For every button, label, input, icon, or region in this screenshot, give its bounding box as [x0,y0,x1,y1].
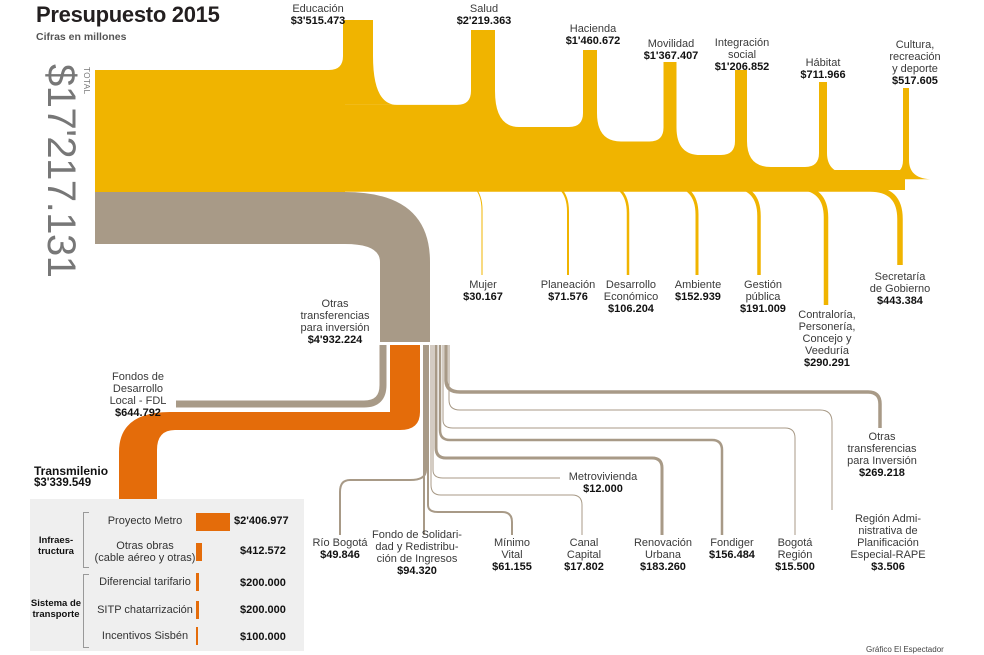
label-contraloria: Contraloría, Personería, Concejo y Veedu… [798,309,856,369]
flow-salud [345,30,519,127]
group-sistema-transporte: Sistema de transporte [30,598,82,620]
yellow-flows [95,20,933,305]
label-habitat: Hábitat $711.966 [800,57,846,81]
trunk-taupe [95,192,345,244]
group-infraestructura: Infraes- tructura [38,535,74,557]
label-rio-bogota: Río Bogotá $49.846 [312,537,368,561]
bar-incentivos [196,627,198,645]
flow-fdl [176,345,387,408]
flow-hacienda [345,50,621,142]
label-bogota-region: Bogotá Región $15.500 [775,537,815,573]
flow-renovacion [434,345,664,535]
label-metrovivienda: Metrovivienda $12.000 [568,471,638,495]
label-integracion: Integración social $1'206.852 [714,37,770,73]
bar-proyecto-metro [196,513,230,531]
orange-flows [119,345,420,499]
label-fdl: Fondos de Desarrollo Local - FDL $644.792 [109,371,167,419]
row-label-proyecto-metro: Proyecto Metro [107,515,183,527]
page-subtitle: Cifras en millones [36,31,127,43]
label-cultura: Cultura, recreación y deporte $517.605 [889,39,941,87]
trunk-yellow-extension [345,170,905,190]
row-value-sitp: $200.000 [240,604,286,616]
label-fondiger: Fondiger $156.484 [709,537,755,561]
row-label-otras-obras: Otras obras (cable aéreo y otras) [94,540,196,564]
label-otras-inversion: Otras transferencias para inversión $4'93… [300,298,370,346]
flow-movilidad [345,62,701,156]
flow-metrovivienda [432,345,560,479]
label-gobierno: Secretaría de Gobierno $443.384 [869,271,931,307]
bar-otras-obras [196,543,202,561]
flow-fondiger [438,345,724,535]
row-label-incentivos: Incentivos Sisbén [101,630,189,642]
label-movilidad: Movilidad $1'367.407 [643,38,699,62]
bar-diferencial [196,573,199,591]
credit: Gráfico El Espectador [866,645,944,654]
label-planeacion: Planeación $71.576 [540,279,596,303]
brace-infraestructura [83,512,89,568]
label-rape: Región Admi- nistrativa de Planificación… [850,513,926,573]
row-value-incentivos: $100.000 [240,631,286,643]
label-minimo-vital: Mínimo Vital $61.155 [492,537,532,573]
total-value: $17'217.131 [39,64,83,278]
label-salud: Salud $2'219.363 [456,3,512,27]
label-gestion: Gestión pública $191.009 [740,279,786,315]
flow-otras-inversion [345,192,430,342]
flow-rio-bogota [339,345,427,535]
label-ambiente: Ambiente $152.939 [674,279,722,303]
row-value-proyecto-metro: $2'406.977 [234,515,289,527]
label-hacienda: Hacienda $1'460.672 [565,23,621,47]
flow-rape [448,345,833,510]
label-otras-transferencias: Otras transferencias para Inversión $269.… [847,431,917,479]
flow-minimo [427,345,513,535]
label-fondo-solidaridad: Fondo de Solidari- dad y Redistribu- ció… [372,529,462,577]
transmilenio-heading: Transmilenio $3'339.549 [34,464,109,489]
bar-sitp [196,601,199,619]
label-canal-capital: Canal Capital $17.802 [564,537,604,573]
transmilenio-panel [30,499,304,651]
total-label: TOTAL [82,67,91,95]
label-renovacion: Renovación Urbana $183.260 [633,537,693,573]
flow-educacion [329,20,397,105]
flow-transmilenio [119,345,420,499]
label-educacion: Educación $3'515.473 [290,3,346,27]
label-mujer: Mujer $30.167 [463,279,503,303]
row-label-sitp: SITP chatarrización [97,604,193,616]
row-value-otras-obras: $412.572 [240,545,286,557]
trunk-yellow [95,70,345,192]
page-title: Presupuesto 2015 [36,2,220,27]
row-label-diferencial: Diferencial tarifario [99,576,191,588]
flow-otras-transf [444,345,882,428]
flow-integracion [345,70,771,168]
flow-bogota-region [442,345,796,535]
taupe-flows [95,192,882,535]
label-desarrollo: Desarrollo Económico $106.204 [603,279,659,315]
brace-sistema [83,574,89,648]
flow-canal [430,345,583,535]
row-value-diferencial: $200.000 [240,577,286,589]
